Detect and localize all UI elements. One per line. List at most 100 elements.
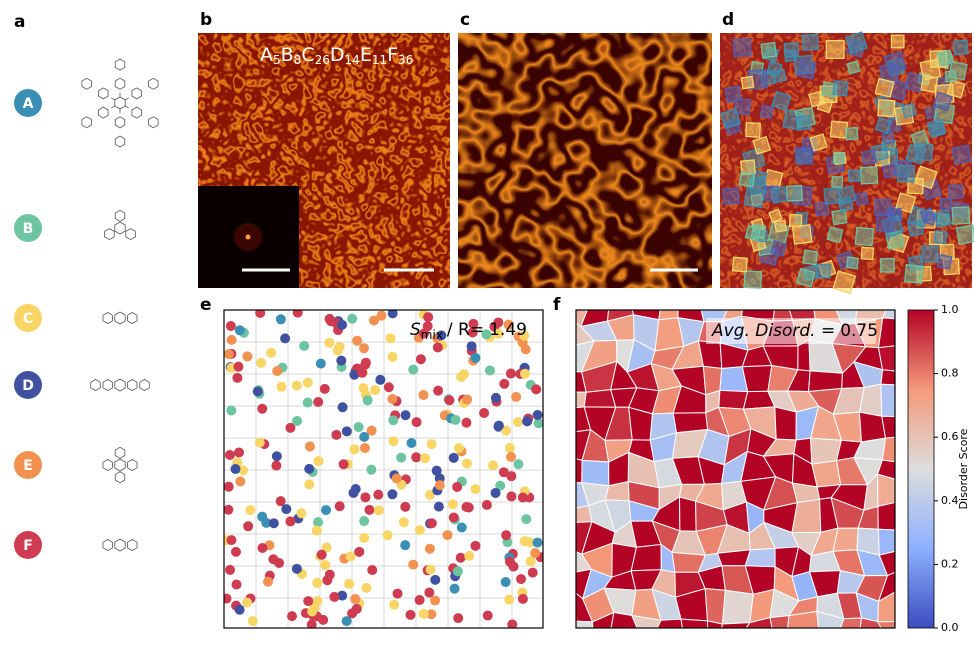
molecule-dot <box>316 549 327 560</box>
molecule-dot <box>504 556 515 567</box>
molecule-dot <box>507 619 518 628</box>
ring <box>148 116 159 129</box>
molecule-dot <box>448 512 459 523</box>
disorder-cell <box>816 610 845 628</box>
molecule-dot <box>520 368 531 379</box>
molecule-dot <box>337 590 348 601</box>
molecule-dot <box>461 501 472 512</box>
molecule-dot <box>225 564 236 575</box>
molecule-dot <box>243 521 254 532</box>
panel-label: c <box>460 10 470 30</box>
molecule-dot <box>252 386 263 397</box>
disorder-cell <box>881 436 895 463</box>
molecule-dot <box>268 554 279 565</box>
detection-box <box>791 224 813 245</box>
detection-box <box>844 126 859 141</box>
molecule-dot <box>493 328 504 339</box>
molecule-dot <box>519 330 530 341</box>
molecule-dot <box>430 574 441 585</box>
molecule-dot <box>287 611 298 622</box>
detection-box <box>816 96 834 114</box>
molecule-dot <box>304 463 315 474</box>
molecule-dot <box>400 410 411 421</box>
molecule-dot <box>329 591 340 602</box>
value: 1.49 <box>489 320 527 340</box>
molecule-dot <box>263 576 274 587</box>
symbol: S <box>410 320 421 340</box>
ring <box>127 379 138 391</box>
molecule-dot <box>424 489 435 500</box>
detection-box <box>932 91 953 112</box>
molecule-dot <box>426 518 437 529</box>
molecule-dot <box>224 481 234 492</box>
molecule-dot <box>418 390 429 401</box>
molecule-dot <box>500 577 511 588</box>
molecule-dot <box>387 310 398 319</box>
detection-box <box>802 249 819 266</box>
detection-box <box>783 49 797 63</box>
disorder-cell <box>832 527 859 552</box>
detection-box <box>731 256 748 273</box>
molecule-dot <box>276 381 287 392</box>
molecule-dot <box>257 542 268 553</box>
molecule-dot <box>450 414 461 425</box>
molecule-dot <box>503 319 514 330</box>
detection-box <box>722 187 740 205</box>
molecule-dot <box>383 382 394 393</box>
composition: A5B8C26D14E11F36 <box>260 44 413 67</box>
disorder-cell <box>774 406 797 441</box>
count: 11 <box>372 53 387 67</box>
molecule-dot <box>234 604 245 615</box>
molecule-dot <box>425 564 436 575</box>
molecule-dot <box>511 391 522 402</box>
disorder-cell <box>877 345 895 372</box>
molecule-dot <box>400 501 411 512</box>
molecule-dot <box>504 442 515 453</box>
molecule-dot <box>456 522 467 533</box>
molecule-dot <box>334 501 345 512</box>
detection-box <box>948 60 968 81</box>
molecule-dot <box>461 458 472 469</box>
molecule-dot <box>224 593 232 604</box>
molecule-dot <box>481 329 492 340</box>
species: F <box>387 44 398 66</box>
disorder-cell <box>581 459 610 487</box>
colorbar-tick-label: 0.2 <box>941 557 959 570</box>
molecule-dot <box>280 333 291 344</box>
molecule-dot <box>307 606 318 617</box>
molecule-dot <box>373 505 384 516</box>
molecule-dot <box>281 504 292 515</box>
disorder-cell <box>797 339 811 372</box>
detection-box <box>745 122 761 138</box>
ring <box>102 379 113 391</box>
molecule-dot <box>452 566 463 577</box>
stm-pattern <box>458 33 712 288</box>
detection-box <box>933 209 953 228</box>
molecule-dot <box>513 459 524 470</box>
ring <box>131 87 142 100</box>
molecule-dot <box>302 377 313 388</box>
panel-label: e <box>200 295 212 315</box>
molecule-dot <box>362 395 373 406</box>
detection-box <box>738 170 756 188</box>
detection-box <box>846 60 861 75</box>
disorder-cell <box>880 383 895 418</box>
ring <box>139 379 150 391</box>
molecule-dot <box>341 426 352 437</box>
molecule-dot <box>254 437 265 448</box>
molecule-dot <box>337 319 348 330</box>
molecule-dot <box>388 415 399 426</box>
molecule-dot <box>272 366 283 377</box>
ring <box>114 446 126 459</box>
ring <box>98 87 109 100</box>
molecule-dot <box>368 315 379 326</box>
detection-box <box>920 74 939 93</box>
molecule-dot <box>321 505 332 516</box>
disorder-cell <box>881 310 895 320</box>
disorder-cell <box>656 618 683 628</box>
molecule-dot <box>426 609 437 620</box>
detection-box <box>951 206 971 225</box>
ring <box>114 221 126 235</box>
molecule-dot <box>522 416 533 427</box>
